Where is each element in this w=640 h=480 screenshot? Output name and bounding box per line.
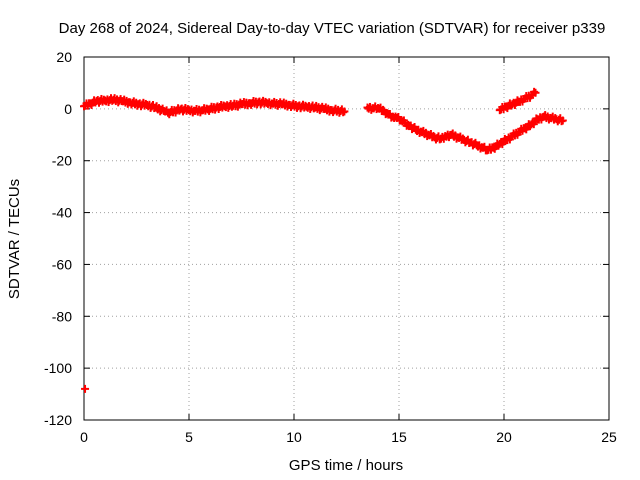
x-tick-label-1: 5 <box>185 429 193 445</box>
data-point-0-32 <box>340 107 349 116</box>
data-point-0-67 <box>558 116 567 125</box>
y-tick-label-5: -80 <box>52 308 72 324</box>
y-tick-label-3: -40 <box>52 205 72 221</box>
plot-frame <box>83 56 610 421</box>
axis-ticks: 0 5 10 15 20 25 20 0 -20 -40 -60 -80 -100 -120 <box>44 49 617 445</box>
data-point-0-35-4 <box>379 105 388 114</box>
y-tick-label-1: 0 <box>64 101 72 117</box>
x-tick-label-2: 10 <box>286 429 302 445</box>
y-tick-label-6: -100 <box>44 360 72 376</box>
y-tick-label-7: -120 <box>44 412 72 428</box>
y-tick-label-4: -60 <box>52 256 72 272</box>
x-tick-label-5: 25 <box>601 429 617 445</box>
x-tick-label-4: 20 <box>496 429 512 445</box>
y-tick-label-2: -20 <box>52 153 72 169</box>
data-point-1-6 <box>531 88 540 97</box>
x-tick-label-0: 0 <box>80 429 88 445</box>
x-tick-label-3: 15 <box>391 429 407 445</box>
data-point-2-0 <box>81 384 90 393</box>
x-axis-label: GPS time / hours <box>289 457 403 474</box>
y-tick-label-0: 20 <box>56 49 72 65</box>
data-points <box>80 87 567 393</box>
y-axis-label: SDTVAR / TECUs <box>6 179 23 299</box>
chart-title: Day 268 of 2024, Sidereal Day-to-day VTE… <box>59 20 606 37</box>
